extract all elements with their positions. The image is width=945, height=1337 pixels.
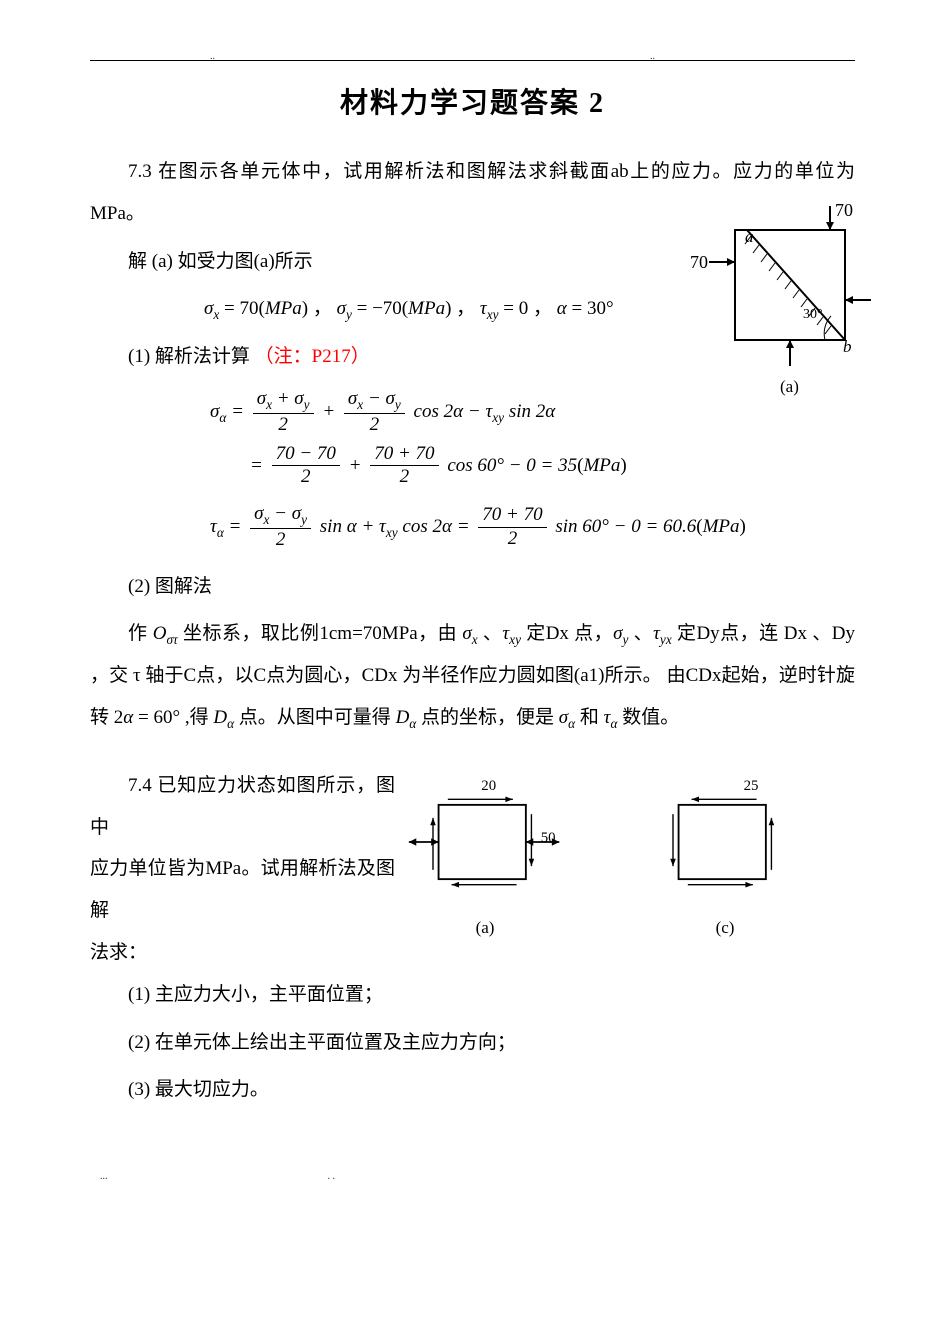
fig-a-caption: (a) bbox=[780, 377, 799, 396]
eq-sigma-row2: = 70 − 702 + 70 + 702 cos 60° − 0 = 35(M… bbox=[210, 443, 855, 490]
fig-a-arrow-right-head bbox=[845, 296, 853, 304]
p74-l1: 7.4 已知应力状态如图所示，图中 bbox=[90, 765, 395, 849]
p74-item3: (3) 最大切应力。 bbox=[90, 1069, 855, 1111]
p73-step2: (2) 图解法 bbox=[90, 566, 855, 608]
fig-a-top-label: 70 bbox=[835, 200, 853, 220]
fig-a-arrow-left-head bbox=[727, 258, 735, 266]
p73-step1-text: (1) 解析法计算 bbox=[128, 346, 250, 367]
fig74a-caption: (a) bbox=[395, 918, 575, 938]
figure-74a: 20 50 bbox=[395, 777, 575, 938]
fig74a-top-label: 20 bbox=[481, 778, 496, 794]
fig-a-diagonal bbox=[747, 230, 845, 340]
figure-a-svg: 70 70 a b 30° bbox=[685, 200, 875, 400]
section-74-text: 7.4 已知应力状态如图所示，图中 应力单位皆为MPa。试用解析法及图解 法求： bbox=[90, 765, 395, 974]
header-rule bbox=[90, 60, 855, 61]
fig74a-rect bbox=[439, 805, 526, 879]
eq-tau-row: τα = σx − σy2 sin α + τxy cos 2α = 70 + … bbox=[210, 503, 855, 552]
fig-a-arrow-bottom-head bbox=[786, 340, 794, 348]
p73-note-red: （注：P217） bbox=[255, 346, 370, 367]
figure-74c-svg: 25 bbox=[640, 777, 810, 907]
fig74c-rect bbox=[679, 805, 766, 879]
p74-item1: (1) 主应力大小，主平面位置； bbox=[90, 974, 855, 1016]
section-74-figs: 20 50 bbox=[395, 765, 855, 948]
p74-l3: 法求： bbox=[90, 932, 395, 974]
p73-graph-para: 作 Oστ 坐标系，取比例1cm=70MPa，由 σx 、τxy 定Dx 点，σ… bbox=[90, 613, 855, 738]
figure-a: 70 70 a b 30° bbox=[685, 200, 875, 400]
p74-item2: (2) 在单元体上绘出主平面位置及主应力方向； bbox=[90, 1022, 855, 1064]
fig-a-angle-label: 30° bbox=[803, 307, 823, 322]
footer-dots: .... . bbox=[90, 1171, 855, 1182]
figure-row-74: 20 50 bbox=[395, 777, 815, 938]
fig74c-caption: (c) bbox=[635, 918, 815, 938]
eq-sigma-alpha: σα = σx + σy2 + σx − σy2 cos 2α − τxy si… bbox=[210, 388, 855, 489]
figure-74c: 25 (c) bbox=[635, 777, 815, 938]
fig-a-left-label: 70 bbox=[690, 252, 708, 272]
fig-a-square bbox=[735, 230, 845, 340]
p74-l2: 应力单位皆为MPa。试用解析法及图解 bbox=[90, 848, 395, 932]
page-title: 材料力学习题答案 2 bbox=[90, 81, 855, 121]
section-74-row: 7.4 已知应力状态如图所示，图中 应力单位皆为MPa。试用解析法及图解 法求：… bbox=[90, 765, 855, 974]
page: 材料力学习题答案 2 70 70 a b bbox=[0, 0, 945, 1222]
eq-tau-alpha: τα = σx − σy2 sin α + τxy cos 2α = 70 + … bbox=[210, 503, 855, 552]
fig74c-top-label: 25 bbox=[744, 778, 759, 794]
fig-a-arrow-top-head bbox=[826, 222, 834, 230]
figure-74a-svg: 20 50 bbox=[395, 777, 575, 907]
